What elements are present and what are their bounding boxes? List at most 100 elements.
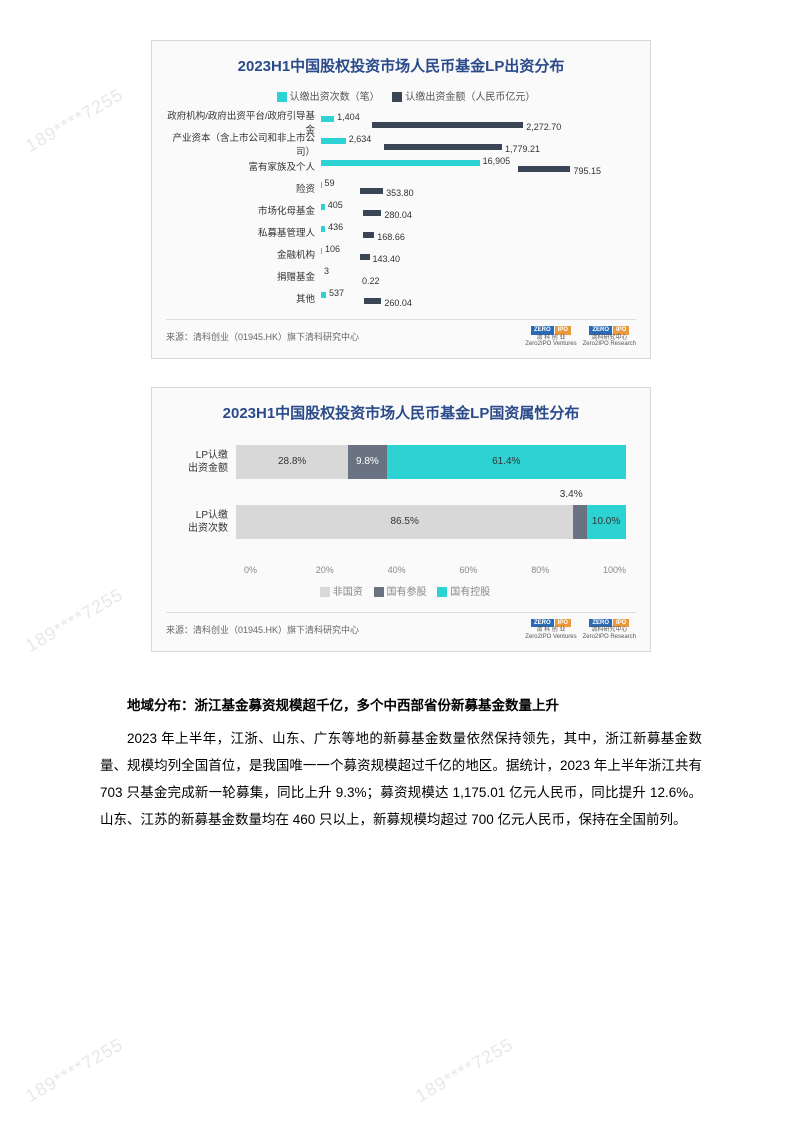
chart-source: 来源：清科创业（01945.HK）旗下清科研究中心 bbox=[166, 623, 359, 636]
chart1-category: 产业资本（含上市公司和非上市公司） bbox=[166, 130, 321, 158]
legend-swatch-hold bbox=[437, 587, 447, 597]
chart2-row: LP认缴出资金额28.8%9.8%61.4% bbox=[176, 445, 626, 479]
chart1-bars: 59 353.80 bbox=[321, 179, 636, 197]
bar-count bbox=[321, 138, 346, 144]
logo-group: ZEROIPO 清 科 创 业 Zero2IPO Ventures ZEROIP… bbox=[525, 326, 636, 348]
legend-label-hold: 国有控股 bbox=[450, 587, 490, 598]
axis-tick: 0% bbox=[244, 565, 316, 575]
logo-en: Zero2IPO Research bbox=[583, 341, 636, 348]
bar-count bbox=[321, 292, 326, 298]
chart1-row: 捐赠基金30.22 bbox=[166, 265, 636, 287]
bar-count bbox=[321, 204, 325, 210]
bar-count-label: 2,634 bbox=[349, 134, 372, 144]
watermark: 189****7255 bbox=[412, 1034, 517, 1107]
logo-en: Zero2IPO Ventures bbox=[525, 341, 576, 348]
bar-amount bbox=[363, 210, 382, 216]
chart1-row: 产业资本（含上市公司和非上市公司） 2,634 1,779.21 bbox=[166, 133, 636, 155]
bar-amount bbox=[364, 298, 381, 304]
logo-ventures: ZEROIPO 清 科 创 业 Zero2IPO Ventures bbox=[525, 326, 576, 348]
logo-en: Zero2IPO Ventures bbox=[525, 634, 576, 641]
chart1-row: 富有家族及个人 16,905 795.15 bbox=[166, 155, 636, 177]
seg-non: 86.5% bbox=[236, 505, 573, 539]
section-heading: 地域分布：浙江基金募资规模超千亿，多个中西部省份新募基金数量上升 bbox=[100, 692, 702, 719]
chart1-row: 私募基管理人436168.66 bbox=[166, 221, 636, 243]
logo-research: ZEROIPO 清科研究中心 Zero2IPO Research bbox=[583, 619, 636, 641]
chart1-bars: 106143.40 bbox=[321, 245, 636, 263]
logo-cn: 清 科 创 业 bbox=[536, 335, 565, 342]
chart2-footer: 来源：清科创业（01945.HK）旗下清科研究中心 ZEROIPO 清 科 创 … bbox=[166, 612, 636, 641]
legend-swatch-non bbox=[320, 587, 330, 597]
bar-count-label: 1,404 bbox=[337, 112, 360, 122]
chart-lp-distribution: 2023H1中国股权投资市场人民币基金LP出资分布 认缴出资次数（笔） 认缴出资… bbox=[151, 40, 651, 359]
chart1-row: 其他537260.04 bbox=[166, 287, 636, 309]
seg-hold: 61.4% bbox=[387, 445, 626, 479]
chart2-title: 2023H1中国股权投资市场人民币基金LP国资属性分布 bbox=[166, 402, 636, 423]
chart1-bars: 537 260.04 bbox=[321, 289, 636, 307]
chart1-category: 金融机构 bbox=[166, 247, 321, 261]
chart2-axis: 0%20%40%60%80%100% bbox=[244, 565, 626, 575]
axis-tick: 40% bbox=[388, 565, 460, 575]
chart1-category: 市场化母基金 bbox=[166, 203, 321, 217]
axis-tick: 60% bbox=[459, 565, 531, 575]
chart1-bars: 30.22 bbox=[321, 267, 636, 285]
chart1-row: 险资 59 353.80 bbox=[166, 177, 636, 199]
chart1-category: 捐赠基金 bbox=[166, 269, 321, 283]
seg-part: 3.4% bbox=[573, 505, 586, 539]
bar-amount-label: 795.15 bbox=[573, 166, 601, 176]
bar-amount bbox=[360, 254, 370, 260]
bar-amount-label: 168.66 bbox=[377, 232, 405, 242]
bar-count-label: 405 bbox=[328, 200, 343, 210]
chart-lp-ownership: 2023H1中国股权投资市场人民币基金LP国资属性分布 LP认缴出资金额28.8… bbox=[151, 387, 651, 652]
legend-swatch-amount bbox=[392, 92, 402, 102]
chart1-title: 2023H1中国股权投资市场人民币基金LP出资分布 bbox=[166, 55, 636, 76]
chart2-rows: LP认缴出资金额28.8%9.8%61.4% LP认缴出资次数86.5%3.4%1… bbox=[176, 445, 626, 539]
bar-amount bbox=[363, 232, 374, 238]
bar-amount-label: 2,272.70 bbox=[526, 122, 561, 132]
chart2-row: LP认缴出资次数86.5%3.4%10.0% bbox=[176, 505, 626, 539]
chart1-row: 市场化母基金 405 280.04 bbox=[166, 199, 636, 221]
seg-hold: 10.0% bbox=[587, 505, 626, 539]
logo-ipo: IPO bbox=[613, 326, 629, 335]
bar-count bbox=[321, 248, 322, 254]
chart-source: 来源：清科创业（01945.HK）旗下清科研究中心 bbox=[166, 330, 359, 343]
legend-label-non: 非国资 bbox=[333, 587, 363, 598]
chart2-category: LP认缴出资金额 bbox=[176, 449, 236, 475]
logo-cn: 清 科 创 业 bbox=[536, 627, 565, 634]
bar-amount-label: 353.80 bbox=[386, 188, 414, 198]
chart1-bars: 2,634 1,779.21 bbox=[321, 135, 636, 153]
chart2-legend: 非国资 国有参股 国有控股 bbox=[176, 583, 626, 598]
axis-tick: 80% bbox=[531, 565, 603, 575]
section-paragraph: 2023 年上半年，江浙、山东、广东等地的新募基金数量依然保持领先，其中，浙江新… bbox=[100, 725, 702, 833]
chart1-bars: 16,905 795.15 bbox=[321, 157, 636, 175]
legend-swatch-part bbox=[374, 587, 384, 597]
logo-ipo: IPO bbox=[555, 326, 571, 335]
bar-amount-label: 280.04 bbox=[384, 210, 412, 220]
bar-amount bbox=[360, 188, 384, 194]
watermark: 189****7255 bbox=[22, 1034, 127, 1107]
seg-part: 9.8% bbox=[348, 445, 386, 479]
page-content: 2023H1中国股权投资市场人民币基金LP出资分布 认缴出资次数（笔） 认缴出资… bbox=[0, 0, 802, 873]
chart1-category: 险资 bbox=[166, 181, 321, 195]
chart1-category: 富有家族及个人 bbox=[166, 159, 321, 173]
bar-count-label: 16,905 bbox=[483, 156, 511, 166]
logo-group: ZEROIPO 清 科 创 业 Zero2IPO Ventures ZEROIP… bbox=[525, 619, 636, 641]
logo-en: Zero2IPO Research bbox=[583, 634, 636, 641]
logo-ventures: ZEROIPO 清 科 创 业 Zero2IPO Ventures bbox=[525, 619, 576, 641]
bar-count-label: 59 bbox=[325, 178, 335, 188]
chart1-footer: 来源：清科创业（01945.HK）旗下清科研究中心 ZEROIPO 清 科 创 … bbox=[166, 319, 636, 348]
logo-zero: ZERO bbox=[589, 326, 612, 335]
logo-cn: 清科研究中心 bbox=[591, 627, 627, 634]
bar-count-label: 106 bbox=[325, 244, 340, 254]
bar-count-label: 537 bbox=[329, 288, 344, 298]
seg-non: 28.8% bbox=[236, 445, 348, 479]
legend-swatch-count bbox=[277, 92, 287, 102]
bar-count bbox=[321, 116, 334, 122]
chart1-legend: 认缴出资次数（笔） 认缴出资金额（人民币亿元） bbox=[166, 88, 636, 103]
bar-amount-label: 1,779.21 bbox=[505, 144, 540, 154]
legend-label-part: 国有参股 bbox=[387, 587, 427, 598]
chart1-row: 金融机构106143.40 bbox=[166, 243, 636, 265]
bar-amount-label: 260.04 bbox=[384, 298, 412, 308]
logo-research: ZEROIPO 清科研究中心 Zero2IPO Research bbox=[583, 326, 636, 348]
bar-count bbox=[321, 226, 325, 232]
bar-count-label: 3 bbox=[324, 266, 329, 276]
